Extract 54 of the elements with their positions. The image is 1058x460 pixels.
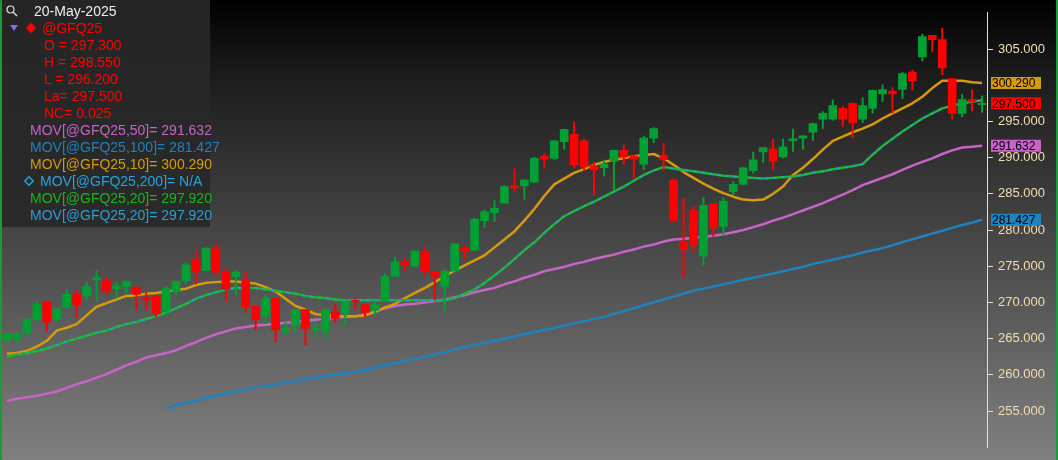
text: MOV[@GFQ25,10]= 300.290 <box>30 155 212 172</box>
text: MOV[@GFQ25,100]= 281.427 <box>30 138 220 155</box>
candlestick <box>918 32 927 63</box>
candlestick <box>898 71 907 100</box>
y-tick-label: 290.000 <box>998 149 1046 165</box>
text: MOV[@GFQ25,50]= 291.632 <box>30 121 212 138</box>
candlestick <box>211 242 221 278</box>
candlestick <box>908 69 917 92</box>
y-tick-label: 265.000 <box>998 330 1046 346</box>
candlestick <box>301 308 310 347</box>
text: MOV[@GFQ25,20]= 297.920 <box>30 189 212 206</box>
candlestick <box>500 184 509 205</box>
y-tick-label: 255.000 <box>998 402 1046 418</box>
legend-label: @GFQ25 <box>42 19 103 36</box>
legend-title: 20-May-2025 <box>34 2 117 19</box>
data-label: 300.290 <box>992 76 1036 91</box>
candlestick <box>778 137 788 160</box>
candlestick <box>92 269 101 302</box>
candlestick <box>589 160 599 197</box>
y-tick-label: 275.000 <box>998 257 1046 273</box>
candlestick <box>32 299 42 323</box>
candlestick <box>181 261 191 286</box>
candlestick <box>390 255 400 278</box>
candlestick <box>72 288 81 320</box>
candlestick <box>659 142 668 172</box>
annotation: L = 296.200 <box>43 70 119 87</box>
candlestick <box>291 308 300 335</box>
candlestick <box>957 92 967 119</box>
text: MOV[@GFQ25,20]= 297.920 <box>30 206 212 223</box>
annotation: H = 298.550 <box>43 53 122 70</box>
candlestick <box>330 302 340 324</box>
annotation: NC= 0.025 <box>43 104 113 121</box>
y-tick-label: 285.000 <box>998 185 1046 201</box>
y-tick-label: 260.000 <box>998 366 1046 382</box>
candlestick <box>42 299 52 333</box>
candlestick <box>788 127 798 153</box>
candlestick <box>82 280 91 302</box>
y-tick-label: 305.000 <box>998 40 1046 56</box>
candlestick <box>261 293 270 326</box>
candlestick <box>768 137 778 172</box>
legend-label: MOV[@GFQ25,200]= N/A <box>40 172 203 189</box>
text: 297.500 <box>992 96 1036 111</box>
candlestick <box>609 148 619 192</box>
candlestick <box>131 286 141 311</box>
candlestick <box>62 288 71 310</box>
candlestick <box>231 269 241 297</box>
candlestick <box>221 267 231 302</box>
candlestick <box>161 285 171 317</box>
candlestick <box>967 88 977 113</box>
y-tick-label: 270.000 <box>998 293 1046 309</box>
y-tick-label: 295.000 <box>998 112 1046 128</box>
annotation: La= 297.500 <box>43 87 124 104</box>
annotation: O = 297.300 <box>43 36 123 53</box>
candlestick <box>102 275 111 296</box>
